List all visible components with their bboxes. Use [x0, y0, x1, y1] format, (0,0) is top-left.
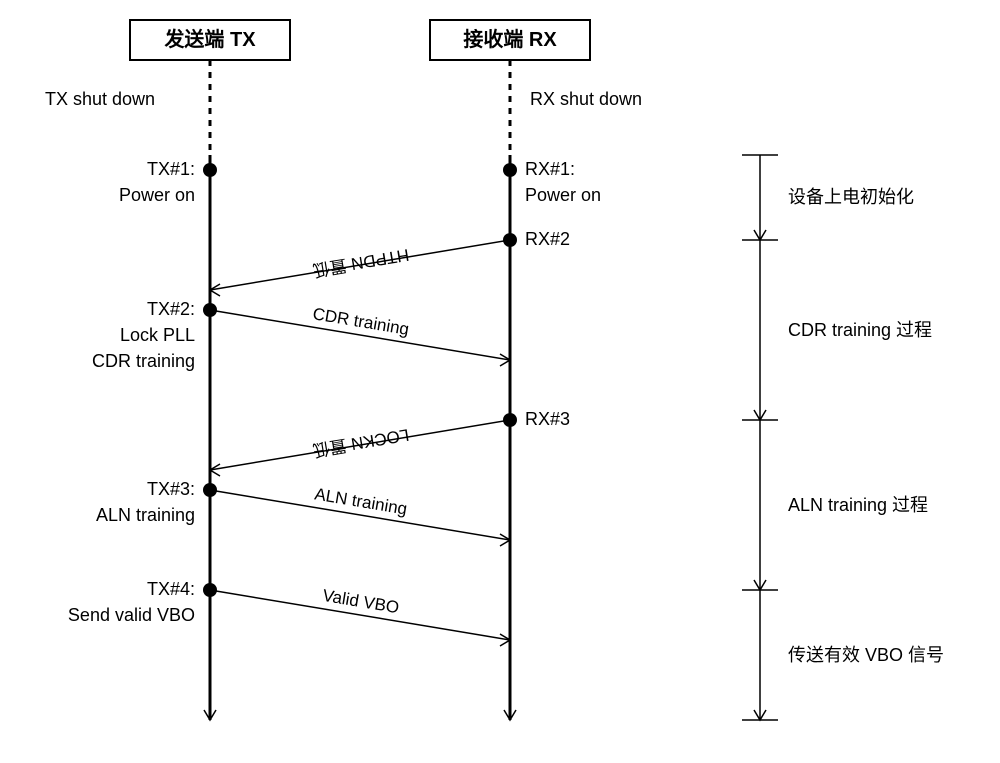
msg-vbo-label: Valid VBO: [321, 586, 400, 617]
phase-label-0: 设备上电初始化: [788, 187, 914, 207]
tx4-label-1: Send valid VBO: [68, 605, 195, 625]
tx1-label-0: TX#1:: [147, 159, 195, 179]
phase-label-2: ALN training 过程: [788, 495, 928, 515]
msg-cdr-label: CDR training: [311, 304, 410, 339]
msg-lockn-label: LOCKN 置低: [311, 425, 410, 460]
tx-header-text: 发送端 TX: [163, 27, 256, 51]
tx3-label-1: ALN training: [96, 505, 195, 525]
phase-label-3: 传送有效 VBO 信号: [788, 645, 944, 665]
rx3-label-0: RX#3: [525, 409, 570, 429]
tx4-label-0: TX#4:: [147, 579, 195, 599]
tx1-label-1: Power on: [119, 185, 195, 205]
rx-header-text: 接收端 RX: [463, 27, 557, 51]
tx2-label-0: TX#2:: [147, 299, 195, 319]
rx1-label-1: Power on: [525, 185, 601, 205]
tx2-label-1: Lock PLL: [120, 325, 195, 345]
tx1-dot: [203, 163, 217, 177]
rx1-dot: [503, 163, 517, 177]
rx2-label-0: RX#2: [525, 229, 570, 249]
tx3-label-0: TX#3:: [147, 479, 195, 499]
msg-htpdn-label: HTPDN 置低: [311, 245, 410, 280]
tx-shutdown-label: TX shut down: [45, 89, 155, 109]
rx1-label-0: RX#1:: [525, 159, 575, 179]
phase-label-1: CDR training 过程: [788, 320, 932, 340]
msg-aln-label: ALN training: [313, 485, 408, 519]
rx-shutdown-label: RX shut down: [530, 89, 642, 109]
tx2-label-2: CDR training: [92, 351, 195, 371]
